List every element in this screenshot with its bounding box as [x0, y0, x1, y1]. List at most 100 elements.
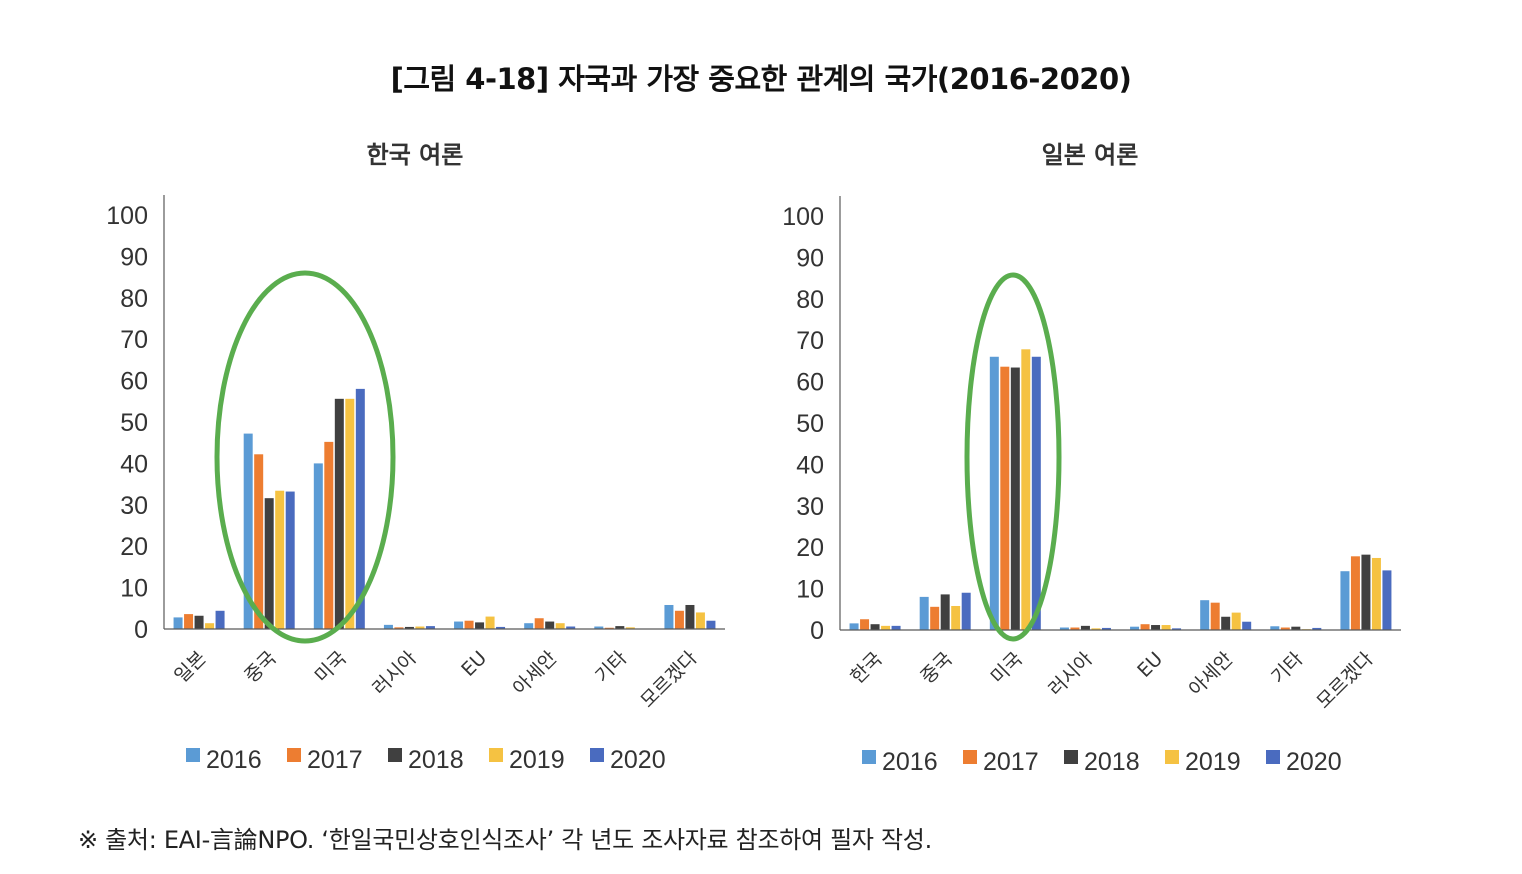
bar-2016-러시아 [1059, 627, 1069, 630]
bar-2017-모르겠다 [1350, 556, 1360, 630]
legend-label-2020: 2020 [610, 746, 666, 774]
bar-2017-중국 [254, 454, 264, 629]
bar-2017-미국 [324, 441, 334, 629]
y-tick-label: 30 [796, 493, 824, 521]
bar-2019-EU [1161, 625, 1171, 630]
legend-swatch-2018 [1064, 750, 1078, 764]
legend-label-2020: 2020 [1286, 748, 1342, 776]
bar-2018-기타 [1291, 626, 1301, 630]
y-tick-label: 100 [782, 203, 824, 231]
bar-2018-중국 [940, 594, 950, 630]
bar-2019-EU [485, 616, 495, 629]
legend-swatch-2018 [388, 748, 402, 762]
bar-2020-모르겠다 [1382, 570, 1392, 630]
legend-swatch-2017 [287, 748, 301, 762]
source-note: ※ 출처: EAI-言論NPO. ‘한일국민상호인식조사’ 각 년도 조사자료 … [78, 826, 932, 854]
legend-label-2016: 2016 [882, 748, 938, 776]
bar-2017-한국 [860, 619, 870, 630]
bar-2017-기타 [1280, 627, 1290, 630]
legend-label-2016: 2016 [206, 746, 262, 774]
legend-label-2017: 2017 [983, 748, 1039, 776]
legend-label-2019: 2019 [509, 746, 565, 774]
legend-swatch-2020 [590, 748, 604, 762]
legend-swatch-2019 [489, 748, 503, 762]
bar-2019-기타 [625, 627, 635, 629]
bar-2020-기타 [1312, 627, 1322, 630]
y-tick-label: 100 [106, 202, 148, 230]
bar-2016-모르겠다 [664, 604, 674, 629]
x-tick-label: 모르겠다 [1312, 648, 1377, 713]
bar-2016-기타 [594, 626, 604, 629]
bar-2019-중국 [951, 605, 961, 630]
bar-2020-아세안 [566, 626, 576, 629]
bar-2019-러시아 [1091, 628, 1101, 630]
bar-2018-한국 [870, 624, 880, 630]
x-tick-label: 러시아 [1044, 648, 1097, 701]
bar-2019-아세안 [555, 623, 565, 629]
bar-2016-러시아 [383, 624, 393, 629]
bar-2019-아세안 [1231, 612, 1241, 630]
x-tick-label: 미국 [311, 647, 351, 687]
x-tick-label: 한국 [846, 648, 886, 688]
bar-2016-아세안 [524, 623, 534, 629]
bar-2016-일본 [173, 617, 183, 629]
bar-2016-모르겠다 [1340, 571, 1350, 630]
x-tick-label: 일본 [170, 647, 210, 687]
bar-2016-미국 [989, 356, 999, 630]
y-tick-label: 60 [120, 368, 148, 396]
bar-2018-모르겠다 [685, 604, 695, 629]
bar-2020-중국 [961, 592, 971, 630]
legend-swatch-2017 [963, 750, 977, 764]
legend-swatch-2019 [1165, 750, 1179, 764]
x-tick-label: 기타 [591, 647, 631, 687]
bar-2017-일본 [184, 614, 194, 629]
y-tick-label: 30 [120, 492, 148, 520]
bar-2019-러시아 [415, 626, 425, 629]
legend-label-2017: 2017 [307, 746, 363, 774]
legend-label-2018: 2018 [408, 746, 464, 774]
y-tick-label: 70 [120, 326, 148, 354]
bar-2019-중국 [275, 490, 285, 629]
x-tick-label: 아세안 [1185, 648, 1238, 701]
legend-swatch-2016 [862, 750, 876, 764]
bar-2018-EU [1151, 625, 1161, 630]
bar-2017-EU [464, 620, 474, 629]
bar-2017-러시아 [1070, 627, 1080, 630]
x-tick-label: 모르겠다 [636, 647, 701, 712]
bar-2020-미국 [355, 388, 365, 629]
figure-title: [그림 4-18] 자국과 가장 중요한 관계의 국가(2016-2020) [390, 62, 1132, 96]
legend-swatch-2020 [1266, 750, 1280, 764]
bar-2016-아세안 [1200, 600, 1210, 630]
y-tick-label: 80 [120, 285, 148, 313]
chart-title: 일본 여론 [1042, 141, 1139, 169]
y-tick-label: 20 [796, 534, 824, 562]
bar-2020-러시아 [1101, 627, 1111, 630]
x-tick-label: 중국 [240, 647, 280, 687]
bar-2020-한국 [891, 625, 901, 630]
chart-title: 한국 여론 [367, 141, 464, 169]
x-tick-label: EU [1133, 648, 1167, 682]
bar-2019-미국 [345, 398, 355, 629]
bar-2018-미국 [1010, 367, 1020, 630]
bar-2019-일본 [205, 623, 215, 629]
bar-2018-아세안 [545, 621, 555, 629]
y-tick-label: 90 [120, 243, 148, 271]
bar-2018-일본 [194, 615, 204, 629]
x-tick-label: 러시아 [368, 647, 421, 700]
bar-2019-한국 [881, 625, 891, 630]
legend-swatch-2016 [186, 748, 200, 762]
bar-2017-기타 [604, 627, 614, 629]
y-tick-label: 10 [120, 575, 148, 603]
bar-2017-EU [1140, 624, 1150, 630]
bar-2016-중국 [243, 433, 253, 629]
y-tick-label: 40 [796, 451, 824, 479]
bar-2018-기타 [615, 626, 625, 629]
bar-2020-러시아 [425, 626, 435, 629]
bar-2018-모르겠다 [1361, 554, 1371, 630]
y-tick-label: 70 [796, 327, 824, 355]
bar-2019-모르겠다 [695, 612, 705, 629]
y-tick-label: 0 [134, 616, 148, 644]
y-tick-label: 40 [120, 450, 148, 478]
bar-2016-기타 [1270, 626, 1280, 630]
chart-panel-1: 한국 여론 0 10 20 30 40 50 60 70 80 90 100 일본 중국 미국 러시아 EU 아세… [106, 141, 725, 774]
